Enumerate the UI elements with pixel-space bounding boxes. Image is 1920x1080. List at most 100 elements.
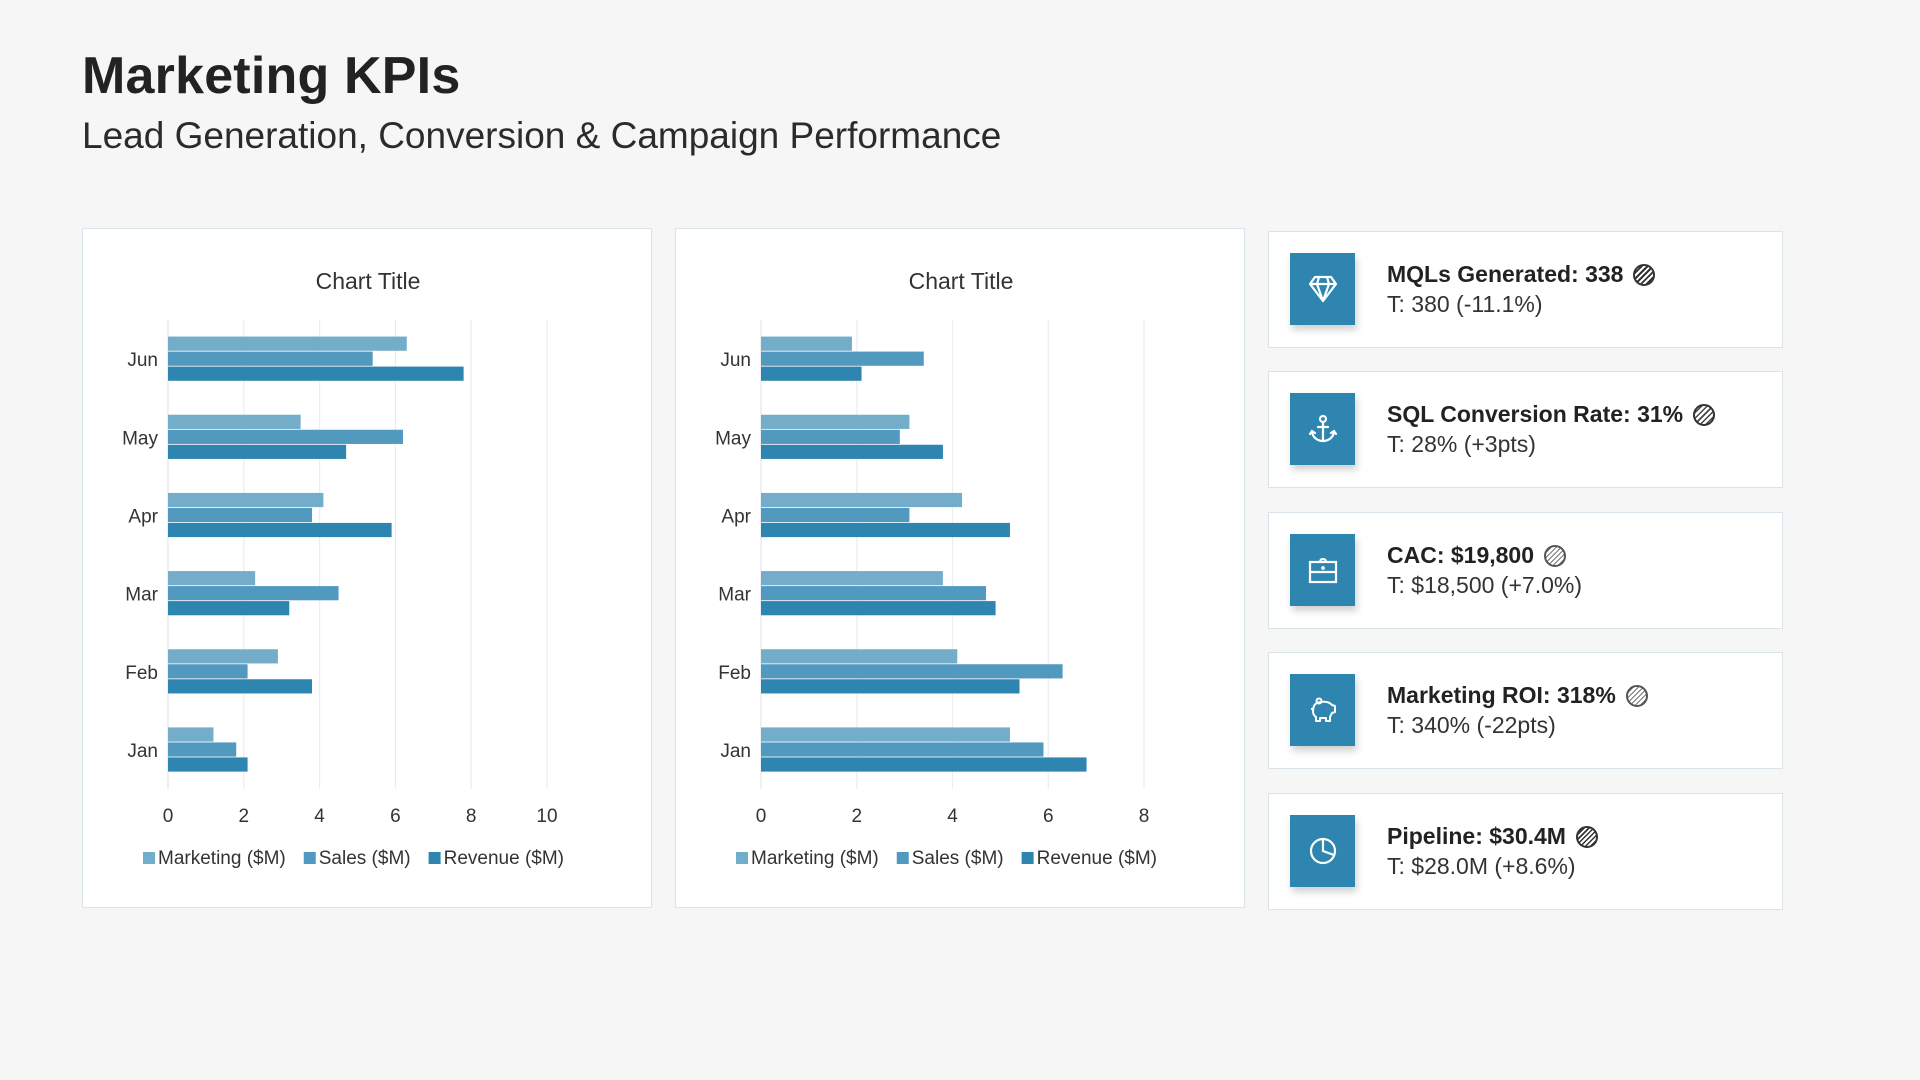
kpi-target: T: $28.0M (+8.6%): [1387, 853, 1576, 879]
bar-jan-series-2: [168, 757, 248, 772]
y-category-label: Jun: [127, 350, 158, 371]
status-dense-hatch-icon: [1633, 263, 1656, 286]
chart-title: Chart Title: [316, 268, 421, 294]
kpi-title: CAC: $19,800: [1387, 542, 1535, 568]
x-tick-label: 8: [466, 806, 477, 827]
bar-jun-series-1: [761, 351, 924, 366]
legend-swatch: [896, 852, 909, 864]
status-medium-hatch-icon: [1575, 825, 1598, 848]
bar-may-series-0: [761, 414, 910, 429]
bar-feb-series-0: [761, 649, 958, 664]
legend-swatch: [428, 852, 441, 864]
bar-feb-series-2: [168, 679, 313, 694]
x-tick-label: 4: [947, 806, 958, 827]
y-category-label: Apr: [128, 506, 158, 527]
bar-jun-series-2: [761, 366, 862, 381]
legend-swatch: [143, 852, 155, 864]
legend-swatch: [1021, 852, 1034, 864]
page-title: Marketing KPIs: [82, 47, 461, 105]
legend-label: Marketing ($M): [158, 848, 286, 869]
bar-apr-series-0: [761, 492, 963, 508]
chart-card-1: Chart Title 0 2 4 6 8 10 Jan Feb Mar Apr May Jun Mark…: [82, 228, 652, 908]
piggy-bank-icon: [1290, 674, 1355, 746]
bar-mar-series-0: [168, 571, 256, 586]
bar-jun-series-0: [761, 336, 852, 351]
bar-apr-series-1: [761, 507, 910, 523]
bar-chart-2: Chart Title 0 2 4 6 8 Jan Feb Mar Apr May Jun Market…: [715, 268, 1157, 869]
legend-label: Sales ($M): [912, 848, 1004, 869]
kpi-card-mqls: MQLs Generated: 338 T: 380 (-11.1%): [1268, 231, 1783, 348]
legend-swatch: [736, 852, 748, 864]
legend-label: Revenue ($M): [444, 848, 564, 869]
bar-mar-series-0: [761, 571, 943, 586]
kpi-target: T: 28% (+3pts): [1387, 431, 1536, 457]
bar-feb-series-2: [761, 679, 1020, 694]
legend-label: Sales ($M): [319, 848, 411, 869]
y-category-label: Mar: [718, 585, 751, 606]
bar-apr-series-1: [168, 507, 313, 523]
bar-mar-series-1: [761, 586, 987, 601]
y-category-label: Feb: [125, 663, 158, 684]
bar-jan-series-2: [761, 757, 1087, 772]
x-tick-label: 0: [163, 806, 174, 827]
bar-jun-series-0: [168, 336, 407, 351]
bar-chart-1: Chart Title 0 2 4 6 8 10 Jan Feb Mar Apr May Jun Mark…: [122, 268, 564, 869]
bar-mar-series-2: [761, 601, 996, 616]
bar-mar-series-2: [168, 601, 290, 616]
bar-jun-series-2: [168, 366, 464, 381]
pie-chart-icon: [1290, 815, 1355, 887]
bar-jan-series-0: [761, 727, 1010, 742]
y-category-label: Jan: [127, 741, 158, 762]
bar-apr-series-0: [168, 492, 324, 508]
bar-jun-series-1: [168, 351, 373, 366]
kpi-title: SQL Conversion Rate: 31%: [1387, 401, 1684, 427]
bar-may-series-0: [168, 414, 301, 429]
bar-may-series-1: [168, 429, 403, 444]
kpi-card-sql-conversion: SQL Conversion Rate: 31% T: 28% (+3pts): [1268, 371, 1783, 488]
legend-swatch: [303, 852, 316, 864]
bar-may-series-2: [168, 444, 347, 459]
kpi-card-roi: Marketing ROI: 318% T: 340% (-22pts): [1268, 652, 1783, 769]
y-category-label: May: [715, 428, 751, 449]
bar-may-series-1: [761, 429, 900, 444]
bar-jan-series-1: [168, 742, 237, 757]
x-tick-label: 10: [536, 806, 557, 827]
bar-feb-series-1: [168, 664, 248, 679]
y-category-label: Feb: [718, 663, 751, 684]
anchor-icon: [1290, 393, 1355, 465]
bar-may-series-2: [761, 444, 943, 459]
bar-jan-series-1: [761, 742, 1044, 757]
x-tick-label: 2: [851, 806, 862, 827]
bar-feb-series-0: [168, 649, 278, 664]
bar-feb-series-1: [761, 664, 1063, 679]
kpi-card-cac: CAC: $19,800 T: $18,500 (+7.0%): [1268, 512, 1783, 629]
x-tick-label: 0: [756, 806, 767, 827]
page-subtitle: Lead Generation, Conversion & Campaign P…: [82, 115, 1002, 156]
status-medium-hatch-icon: [1693, 403, 1716, 426]
legend-label: Marketing ($M): [751, 848, 879, 869]
briefcase-icon: [1290, 534, 1355, 606]
x-tick-label: 6: [1043, 806, 1054, 827]
kpi-title: MQLs Generated: 338: [1387, 261, 1624, 287]
legend-label: Revenue ($M): [1037, 848, 1157, 869]
y-category-label: Mar: [125, 585, 158, 606]
status-light-hatch-icon: [1625, 684, 1648, 707]
chart-card-2: Chart Title 0 2 4 6 8 Jan Feb Mar Apr May Jun Market…: [675, 228, 1245, 908]
x-tick-label: 8: [1139, 806, 1150, 827]
status-light-hatch-icon: [1544, 544, 1567, 567]
y-category-label: Jan: [720, 741, 751, 762]
x-tick-label: 6: [390, 806, 401, 827]
x-tick-label: 2: [239, 806, 250, 827]
y-category-label: Jun: [720, 350, 751, 371]
bar-mar-series-1: [168, 586, 339, 601]
y-category-label: May: [122, 428, 158, 449]
chart-title: Chart Title: [909, 268, 1014, 294]
bar-apr-series-2: [168, 522, 392, 538]
kpi-title: Marketing ROI: 318%: [1387, 682, 1616, 708]
y-category-label: Apr: [721, 506, 751, 527]
kpi-target: T: 380 (-11.1%): [1387, 291, 1543, 317]
bar-jan-series-0: [168, 727, 214, 742]
x-tick-label: 4: [314, 806, 325, 827]
bar-apr-series-2: [761, 522, 1010, 538]
kpi-target: T: $18,500 (+7.0%): [1387, 572, 1582, 598]
